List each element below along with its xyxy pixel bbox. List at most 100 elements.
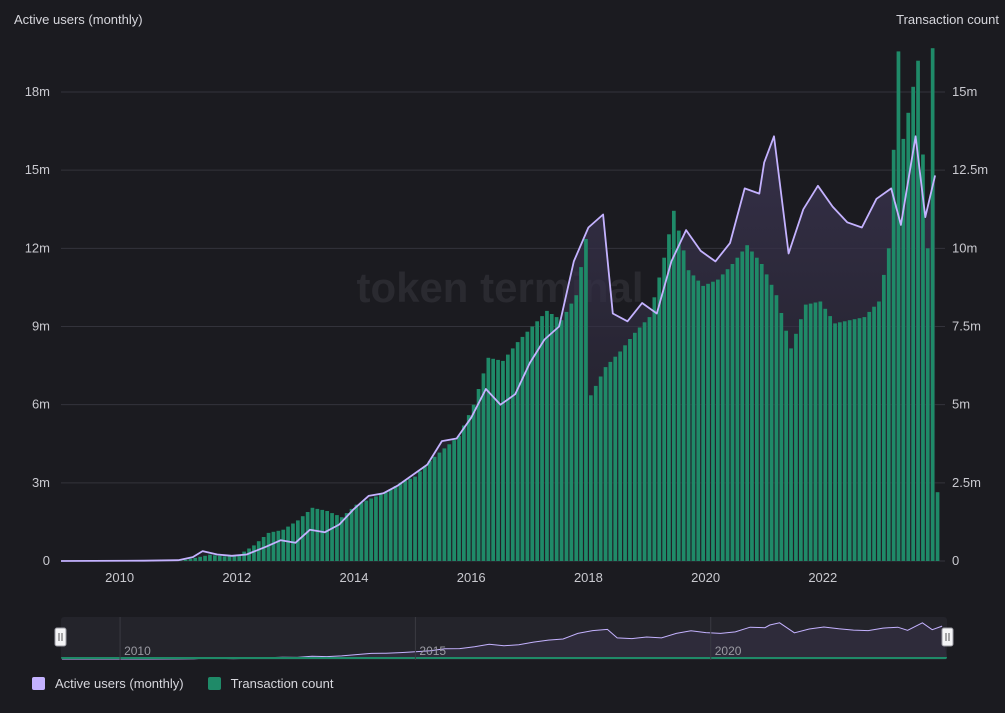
left-axis-ticks: 0 3m 6m 9m 12m 15m 18m (25, 84, 50, 568)
transaction-bar (623, 345, 627, 561)
transaction-bar (501, 360, 505, 561)
navigator-area (61, 622, 947, 659)
transaction-bar (818, 301, 823, 561)
transaction-bar (525, 331, 530, 561)
x-tick-label: 2016 (457, 570, 486, 585)
transaction-bar (701, 285, 705, 561)
transaction-bar (286, 526, 290, 561)
transaction-bar (564, 311, 569, 561)
transaction-bar (462, 425, 466, 561)
transaction-bar (784, 330, 788, 561)
transaction-bar (598, 376, 603, 561)
transaction-bar (652, 297, 657, 561)
transaction-bar (813, 302, 818, 561)
range-navigator[interactable]: 2010 2015 2020 (54, 617, 954, 660)
x-tick-label: 2020 (691, 570, 720, 585)
transaction-bar (686, 270, 691, 561)
transaction-bar (315, 508, 320, 561)
transaction-bar (276, 530, 281, 561)
transaction-bar (418, 471, 422, 561)
left-tick-label: 15m (25, 162, 50, 177)
transaction-bar (437, 452, 442, 561)
transaction-bar (442, 448, 447, 561)
transaction-bar (559, 320, 564, 561)
transaction-bar (369, 498, 373, 561)
transaction-bar (256, 541, 261, 561)
navigator-handle-left[interactable] (54, 627, 67, 647)
transaction-bar (608, 361, 613, 561)
legend-label-active-users: Active users (monthly) (55, 676, 184, 691)
transaction-bar (540, 316, 544, 561)
legend-item-active-users[interactable]: Active users (monthly) (32, 676, 184, 691)
transaction-bar (476, 389, 481, 561)
transaction-bar (730, 264, 735, 561)
transaction-bar (481, 373, 486, 561)
transaction-bar (613, 356, 618, 561)
transaction-bar (496, 359, 500, 561)
transaction-bar (667, 234, 671, 562)
transaction-bar (491, 358, 495, 561)
transaction-bar (535, 321, 539, 561)
transaction-bar (579, 267, 583, 561)
transaction-bar (203, 555, 207, 561)
navigator-year-label: 2010 (124, 644, 151, 658)
transaction-bar (759, 264, 764, 561)
transaction-bar (657, 277, 662, 561)
transaction-bar (911, 86, 915, 562)
transaction-bar (901, 138, 906, 561)
right-axis-title: Transaction count (896, 12, 999, 27)
transaction-bar (188, 558, 193, 561)
left-tick-label: 0 (43, 553, 50, 568)
transaction-bar (720, 274, 725, 561)
transaction-bar (662, 257, 666, 561)
transaction-bar (891, 149, 896, 562)
x-tick-label: 2010 (105, 570, 134, 585)
right-tick-label: 2.5m (952, 475, 981, 490)
transaction-bar (877, 301, 881, 561)
transaction-bar (691, 275, 696, 561)
transaction-bar (330, 513, 334, 561)
transaction-bar (554, 317, 559, 561)
transaction-bar (647, 317, 652, 561)
transaction-bar (452, 440, 456, 561)
navigator-handle-right[interactable] (941, 627, 954, 647)
transaction-bar (486, 357, 491, 561)
transaction-bar (872, 306, 876, 561)
transaction-bar (305, 512, 310, 561)
transaction-bar (886, 248, 891, 562)
left-tick-label: 6m (32, 397, 50, 412)
navigator-year-label: 2020 (715, 644, 742, 658)
transaction-bar (794, 333, 798, 561)
transaction-bar (325, 511, 329, 561)
navigator-content (61, 622, 947, 660)
x-tick-label: 2022 (808, 570, 837, 585)
transaction-bar (593, 385, 598, 561)
transaction-bar (916, 60, 920, 561)
transaction-bar (755, 257, 759, 561)
transaction-bar (711, 281, 715, 561)
legend-item-transaction-count[interactable]: Transaction count (207, 676, 333, 691)
transaction-bar (803, 304, 808, 561)
transaction-bar (339, 517, 344, 561)
transaction-bar (842, 321, 847, 561)
transaction-bar (716, 279, 720, 561)
right-tick-label: 5m (952, 397, 970, 412)
transaction-bar (335, 515, 339, 561)
transaction-bar (857, 318, 862, 561)
transaction-bar (247, 548, 251, 561)
right-tick-label: 15m (952, 84, 977, 99)
transaction-bar (838, 322, 842, 561)
users-line-path (60, 135, 936, 562)
transaction-bar (300, 516, 305, 561)
transaction-bar (779, 313, 784, 561)
transaction-bar (281, 529, 286, 561)
transaction-bar (237, 554, 242, 561)
transaction-bar (364, 500, 369, 561)
transaction-bar (642, 322, 647, 561)
x-tick-label: 2012 (222, 570, 251, 585)
transaction-bar (789, 348, 793, 561)
transaction-bar (447, 444, 452, 561)
transaction-bar (227, 555, 232, 561)
transaction-bar (457, 435, 461, 561)
